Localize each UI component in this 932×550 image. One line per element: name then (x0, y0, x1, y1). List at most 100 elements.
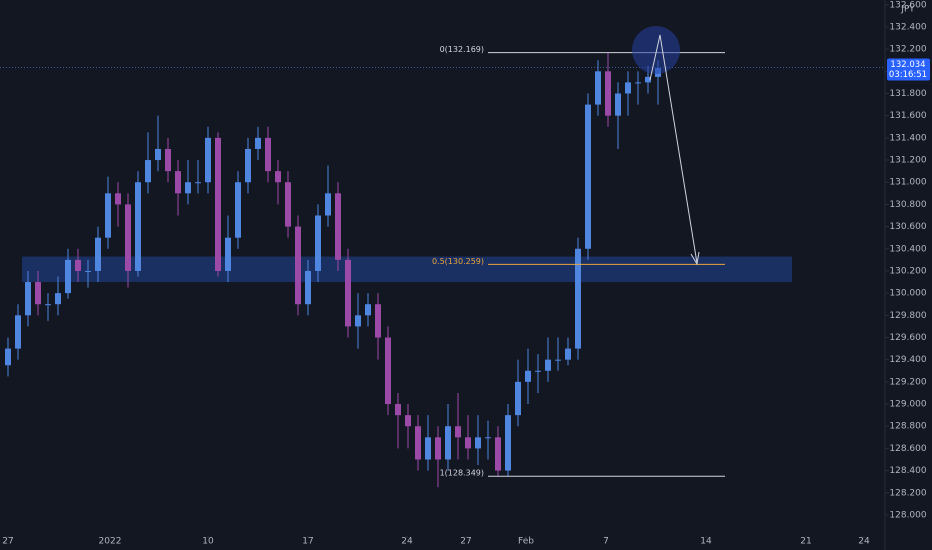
x-tick-label: 10 (202, 537, 214, 547)
candle-body (155, 148, 161, 161)
currency-label: JPY (900, 5, 915, 15)
fib-label: 0(132.169) (440, 45, 484, 54)
x-tick-label: 21 (800, 537, 811, 547)
y-tick-label: 128.400 (889, 466, 926, 476)
candle-body (205, 137, 211, 183)
y-tick-label: 130.800 (889, 200, 926, 210)
y-tick-label: 131.000 (889, 178, 926, 188)
candle-body (585, 104, 591, 249)
candle-body (295, 226, 301, 305)
y-tick-label: 130.400 (889, 244, 926, 254)
candle-body (85, 270, 91, 272)
candle-body (165, 148, 171, 172)
candle-body (435, 437, 441, 460)
candle-body (15, 315, 21, 349)
candle-body (195, 182, 201, 184)
candle-body (345, 259, 351, 327)
candle-body (325, 193, 331, 216)
x-tick-label: 7 (603, 537, 609, 547)
y-tick-label: 129.600 (889, 333, 926, 343)
zone (22, 256, 792, 283)
y-tick-label: 132.600 (889, 0, 926, 10)
candle-body (465, 437, 471, 449)
candle-body (185, 182, 191, 194)
candle-body (545, 359, 551, 371)
candle-body (385, 337, 391, 405)
candle-body (535, 370, 541, 372)
candle-body (505, 415, 511, 471)
y-tick-label: 132.200 (889, 45, 926, 55)
candle-body (25, 282, 31, 316)
fib-label: 0.5(130.259) (432, 257, 484, 266)
candle-body (485, 437, 491, 439)
candle-body (365, 304, 371, 316)
candle-body (355, 315, 361, 327)
x-tick-label: 2022 (99, 537, 122, 547)
y-tick-label: 130.600 (889, 222, 926, 232)
candle-body (575, 248, 581, 349)
highlight-circle (632, 26, 680, 74)
y-tick-label: 130.200 (889, 266, 926, 276)
candle-body (55, 293, 61, 305)
candle-body (425, 437, 431, 460)
y-tick-label: 131.600 (889, 111, 926, 121)
candle-body (265, 137, 271, 172)
candle-body (395, 404, 401, 416)
y-tick-label: 128.000 (889, 510, 926, 520)
y-tick-label: 129.800 (889, 311, 926, 321)
candle-body (635, 82, 641, 84)
candle-body (605, 71, 611, 116)
y-tick-label: 128.800 (889, 422, 926, 432)
candle-body (275, 171, 281, 183)
candle-body (115, 193, 121, 205)
candle-body (335, 193, 341, 260)
candle-body (475, 437, 481, 449)
candle-body (645, 76, 651, 83)
candle-body (525, 370, 531, 382)
y-tick-label: 131.200 (889, 156, 926, 166)
y-tick-label: 131.800 (889, 89, 926, 99)
y-tick-label: 128.600 (889, 444, 926, 454)
arrow-head (690, 251, 700, 266)
candle-body (105, 193, 111, 238)
y-tick-label: 132.400 (889, 22, 926, 32)
candle-body (555, 359, 561, 361)
y-tick-label: 129.400 (889, 355, 926, 365)
candle-body (255, 137, 261, 149)
candle-body (5, 348, 11, 366)
y-tick-label: 131.400 (889, 133, 926, 143)
candle-body (455, 426, 461, 438)
candle-body (625, 82, 631, 94)
candle-body (95, 237, 101, 271)
candle-body (215, 137, 221, 271)
x-tick-label: Feb (518, 537, 534, 547)
candle-body (305, 270, 311, 305)
y-tick-label: 130.000 (889, 289, 926, 299)
x-tick-label: 17 (302, 537, 313, 547)
candle-body (225, 237, 231, 271)
x-tick-label: 14 (700, 537, 712, 547)
price-tag (887, 58, 930, 81)
candle-body (595, 71, 601, 105)
candle-body (125, 204, 131, 271)
candle-body (65, 259, 71, 294)
x-tick-label: 27 (2, 537, 13, 547)
candle-body (615, 93, 621, 116)
candle-body (375, 304, 381, 338)
candle-body (315, 215, 321, 271)
candle-body (445, 426, 451, 460)
candle-body (235, 182, 241, 238)
countdown-label: 03:16:51 (889, 70, 927, 80)
candle-body (565, 348, 571, 360)
candle-body (245, 148, 251, 183)
y-tick-label: 129.200 (889, 377, 926, 387)
candle-body (175, 171, 181, 194)
candle-body (135, 182, 141, 271)
candle-body (495, 437, 501, 471)
candle-body (45, 304, 51, 306)
x-tick-label: 24 (858, 537, 870, 547)
candle-body (285, 182, 291, 227)
candle-body (405, 415, 411, 427)
y-tick-label: 129.000 (889, 400, 926, 410)
